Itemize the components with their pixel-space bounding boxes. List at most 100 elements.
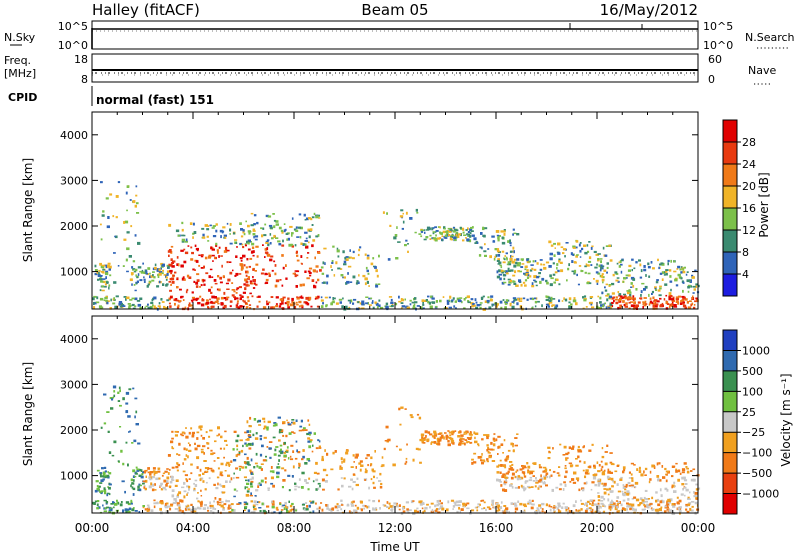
echo-cell xyxy=(304,219,307,221)
echo-cell xyxy=(348,306,351,309)
echo-cell xyxy=(453,305,456,308)
echo-cell xyxy=(508,467,511,471)
echo-cell xyxy=(121,305,126,307)
echo-cell xyxy=(685,504,689,508)
echo-cell xyxy=(593,466,596,469)
echo-cell xyxy=(675,462,678,465)
echo-cell xyxy=(570,252,573,256)
echo-cell xyxy=(491,460,496,462)
echo-cell xyxy=(409,217,413,220)
echo-cell xyxy=(466,441,468,444)
echo-cell xyxy=(268,274,271,277)
echo-cell xyxy=(377,283,381,285)
echo-cell xyxy=(644,303,648,305)
echo-cell xyxy=(616,496,620,499)
echo-cell xyxy=(602,503,605,506)
echo-cell xyxy=(324,296,328,299)
echo-cell xyxy=(231,282,234,284)
echo-cell xyxy=(509,250,513,253)
echo-cell xyxy=(239,439,243,442)
echo-cell xyxy=(254,437,259,440)
echo-cell xyxy=(118,302,122,306)
echo-cell xyxy=(536,276,540,279)
echo-cell xyxy=(630,484,634,487)
echo-cell xyxy=(314,298,317,300)
echo-cell xyxy=(211,276,214,278)
echo-cell xyxy=(344,305,348,309)
echo-cell xyxy=(246,490,250,493)
echo-cell xyxy=(272,424,276,427)
echo-cell xyxy=(604,505,607,508)
echo-cell xyxy=(634,481,639,485)
echo-cell xyxy=(498,261,502,264)
echo-cell xyxy=(192,268,195,271)
echo-cell xyxy=(494,248,498,251)
echo-cell xyxy=(250,480,254,483)
echo-cell xyxy=(600,304,603,307)
echo-cell xyxy=(533,279,536,282)
echo-cell xyxy=(691,302,694,306)
echo-cell xyxy=(220,303,224,306)
echo-cell xyxy=(385,425,389,429)
echo-cell xyxy=(288,489,291,492)
echo-cell xyxy=(282,296,286,299)
echo-cell xyxy=(250,500,253,503)
echo-cell xyxy=(459,510,462,514)
echo-cell xyxy=(326,281,329,285)
echo-cell xyxy=(131,283,133,286)
echo-cell xyxy=(658,508,662,511)
echo-cell xyxy=(611,499,613,503)
echo-cell xyxy=(605,294,609,297)
echo-cell xyxy=(687,290,690,293)
echo-cell xyxy=(531,282,534,285)
echo-cell xyxy=(249,469,252,472)
echo-cell xyxy=(535,481,539,484)
echo-cell xyxy=(444,237,448,239)
echo-cell xyxy=(652,296,655,300)
echo-cell xyxy=(639,263,642,267)
echo-cell xyxy=(508,281,512,284)
echo-cell xyxy=(249,307,252,310)
echo-cell xyxy=(597,510,600,513)
echo-cell xyxy=(134,475,137,478)
echo-cell xyxy=(280,509,284,511)
echo-cell xyxy=(211,305,215,308)
echo-cell xyxy=(564,255,566,258)
echo-cell xyxy=(511,301,514,303)
echo-cell xyxy=(231,294,235,297)
echo-cell xyxy=(313,212,316,216)
echo-cell xyxy=(157,305,161,308)
echo-cell xyxy=(484,300,488,303)
echo-cell xyxy=(434,509,438,512)
echo-cell xyxy=(249,430,252,433)
echo-cell xyxy=(255,489,259,492)
echo-cell xyxy=(106,281,109,284)
echo-cell xyxy=(616,503,619,506)
echo-cell xyxy=(160,501,164,505)
echo-cell xyxy=(476,304,480,307)
echo-cell xyxy=(246,438,250,441)
echo-cell xyxy=(223,291,226,295)
echo-cell xyxy=(473,431,476,435)
echo-cell xyxy=(569,510,572,513)
echo-cell xyxy=(253,418,257,421)
echo-cell xyxy=(602,276,605,278)
echo-cell xyxy=(380,465,383,468)
echo-cell xyxy=(213,460,216,462)
echo-cell xyxy=(131,442,134,444)
echo-cell xyxy=(252,228,256,231)
echo-cell xyxy=(421,501,424,504)
echo-cell xyxy=(336,509,339,512)
echo-cell xyxy=(192,236,194,239)
echo-cell xyxy=(265,240,269,243)
echo-cell xyxy=(307,419,310,422)
echo-cell xyxy=(101,306,104,309)
echo-cell xyxy=(499,506,503,509)
echo-cell xyxy=(619,306,622,310)
echo-cell xyxy=(365,302,369,305)
echo-cell xyxy=(281,244,285,247)
echo-cell xyxy=(236,287,240,290)
echo-cell xyxy=(613,300,615,303)
echo-cell xyxy=(106,474,110,478)
echo-cell xyxy=(301,486,304,489)
